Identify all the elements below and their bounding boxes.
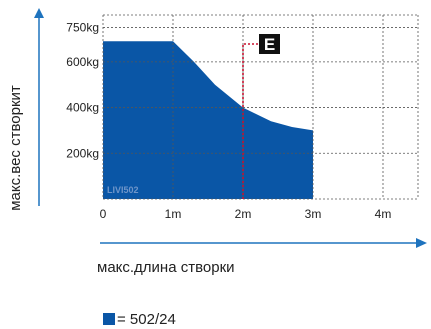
marker-label: E xyxy=(264,35,275,54)
x-tick-label: 2m xyxy=(235,207,252,221)
x-tick-labels: 0 1m 2m 3m 4m xyxy=(100,207,392,221)
y-tick-label: 750kg xyxy=(66,21,99,35)
x-axis-arrow xyxy=(100,238,427,248)
y-tick-labels: 200kg 400kg 600kg 750kg xyxy=(66,21,99,161)
x-tick-label: 3m xyxy=(305,207,322,221)
marker-line xyxy=(242,43,259,199)
x-axis-arrowhead xyxy=(416,238,427,248)
y-tick-label: 400kg xyxy=(66,101,99,115)
x-tick-label: 1m xyxy=(165,207,182,221)
y-axis-title: макс.вес створкит xyxy=(7,85,24,211)
grid xyxy=(102,14,419,200)
y-tick-label: 200kg xyxy=(66,146,99,160)
x-axis-title: макс.длина створки xyxy=(97,259,235,276)
series-area-502-24 xyxy=(103,41,313,199)
y-axis-arrowhead xyxy=(34,8,44,18)
watermark: LIVI502 xyxy=(107,185,139,195)
y-tick-label: 600kg xyxy=(66,55,99,69)
y-axis-arrow xyxy=(34,8,44,206)
x-tick-label: 0 xyxy=(100,207,107,221)
marker-box xyxy=(259,34,280,54)
legend-swatch xyxy=(103,313,115,325)
x-tick-label: 4m xyxy=(375,207,392,221)
legend-label: = 502/24 xyxy=(117,311,176,328)
